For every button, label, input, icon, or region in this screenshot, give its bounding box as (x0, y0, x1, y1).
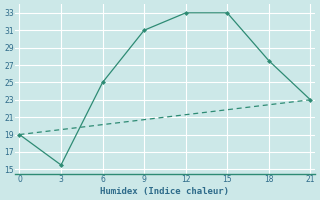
X-axis label: Humidex (Indice chaleur): Humidex (Indice chaleur) (100, 187, 229, 196)
